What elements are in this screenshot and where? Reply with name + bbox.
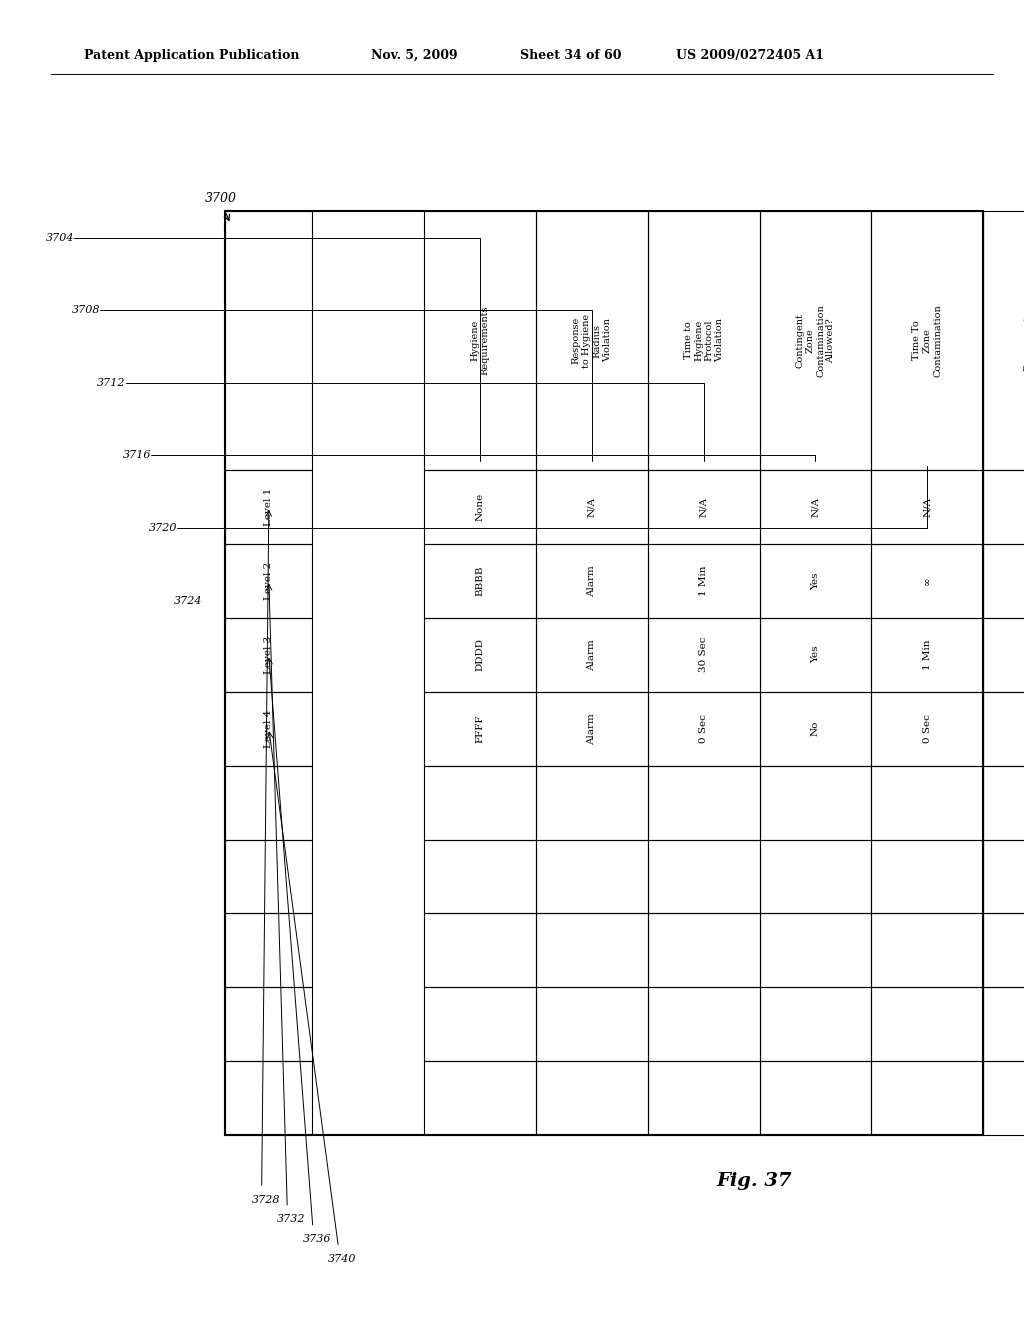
Text: N/A: N/A — [811, 496, 820, 517]
Text: 1 Min: 1 Min — [699, 565, 709, 597]
Text: Patent Application Publication: Patent Application Publication — [84, 49, 299, 62]
Text: ∞: ∞ — [923, 577, 932, 585]
Text: 3736: 3736 — [303, 1234, 331, 1245]
Text: Contingent
Zone
Contamination
Allowed?: Contingent Zone Contamination Allowed? — [796, 304, 836, 378]
Text: 3724: 3724 — [174, 595, 203, 606]
Text: 3732: 3732 — [278, 1214, 305, 1225]
Text: FFFF: FFFF — [475, 714, 484, 743]
Text: Nov. 5, 2009: Nov. 5, 2009 — [371, 49, 458, 62]
Text: 3700: 3700 — [205, 191, 237, 205]
Text: 3704: 3704 — [46, 232, 75, 243]
Text: Fig. 37: Fig. 37 — [717, 1172, 793, 1191]
Text: 0 Sec: 0 Sec — [699, 714, 709, 743]
Text: No: No — [811, 721, 820, 737]
Text: 3712: 3712 — [97, 378, 126, 388]
Text: Time To
Zone
Contamination: Time To Zone Contamination — [912, 304, 942, 378]
Text: 1 Min: 1 Min — [923, 639, 932, 671]
Text: BBBB: BBBB — [475, 565, 484, 597]
Text: 3708: 3708 — [72, 305, 100, 315]
Text: Level 1: Level 1 — [264, 488, 273, 525]
Text: Level 3: Level 3 — [264, 636, 273, 673]
Text: Yes: Yes — [811, 572, 820, 590]
Text: Response
to Hygiene
Radius
Violation: Response to Hygiene Radius Violation — [571, 313, 612, 368]
Text: N/A: N/A — [923, 496, 932, 517]
Text: Hygiene
Requirements: Hygiene Requirements — [470, 306, 489, 375]
Text: 30 Sec: 30 Sec — [699, 638, 709, 672]
Text: Sheet 34 of 60: Sheet 34 of 60 — [520, 49, 622, 62]
Text: Alarm: Alarm — [588, 639, 596, 671]
Text: 3716: 3716 — [123, 450, 152, 461]
Text: Level 2: Level 2 — [264, 562, 273, 599]
Text: DDDD: DDDD — [475, 639, 484, 672]
Text: US 2009/0272405 A1: US 2009/0272405 A1 — [676, 49, 824, 62]
Text: 3728: 3728 — [252, 1195, 280, 1205]
Text: Alarm: Alarm — [588, 565, 596, 597]
Text: Time to
Hygiene
Protocol
Violation: Time to Hygiene Protocol Violation — [683, 318, 724, 363]
Text: Alarm: Alarm — [588, 713, 596, 744]
Text: 3720: 3720 — [148, 523, 177, 533]
Text: 3740: 3740 — [329, 1254, 356, 1265]
Text: Yes: Yes — [811, 645, 820, 664]
Text: N/A: N/A — [588, 496, 596, 517]
Text: Level 4: Level 4 — [264, 710, 273, 747]
Text: N/A: N/A — [699, 496, 709, 517]
Text: None: None — [475, 492, 484, 521]
Text: 0 Sec: 0 Sec — [923, 714, 932, 743]
